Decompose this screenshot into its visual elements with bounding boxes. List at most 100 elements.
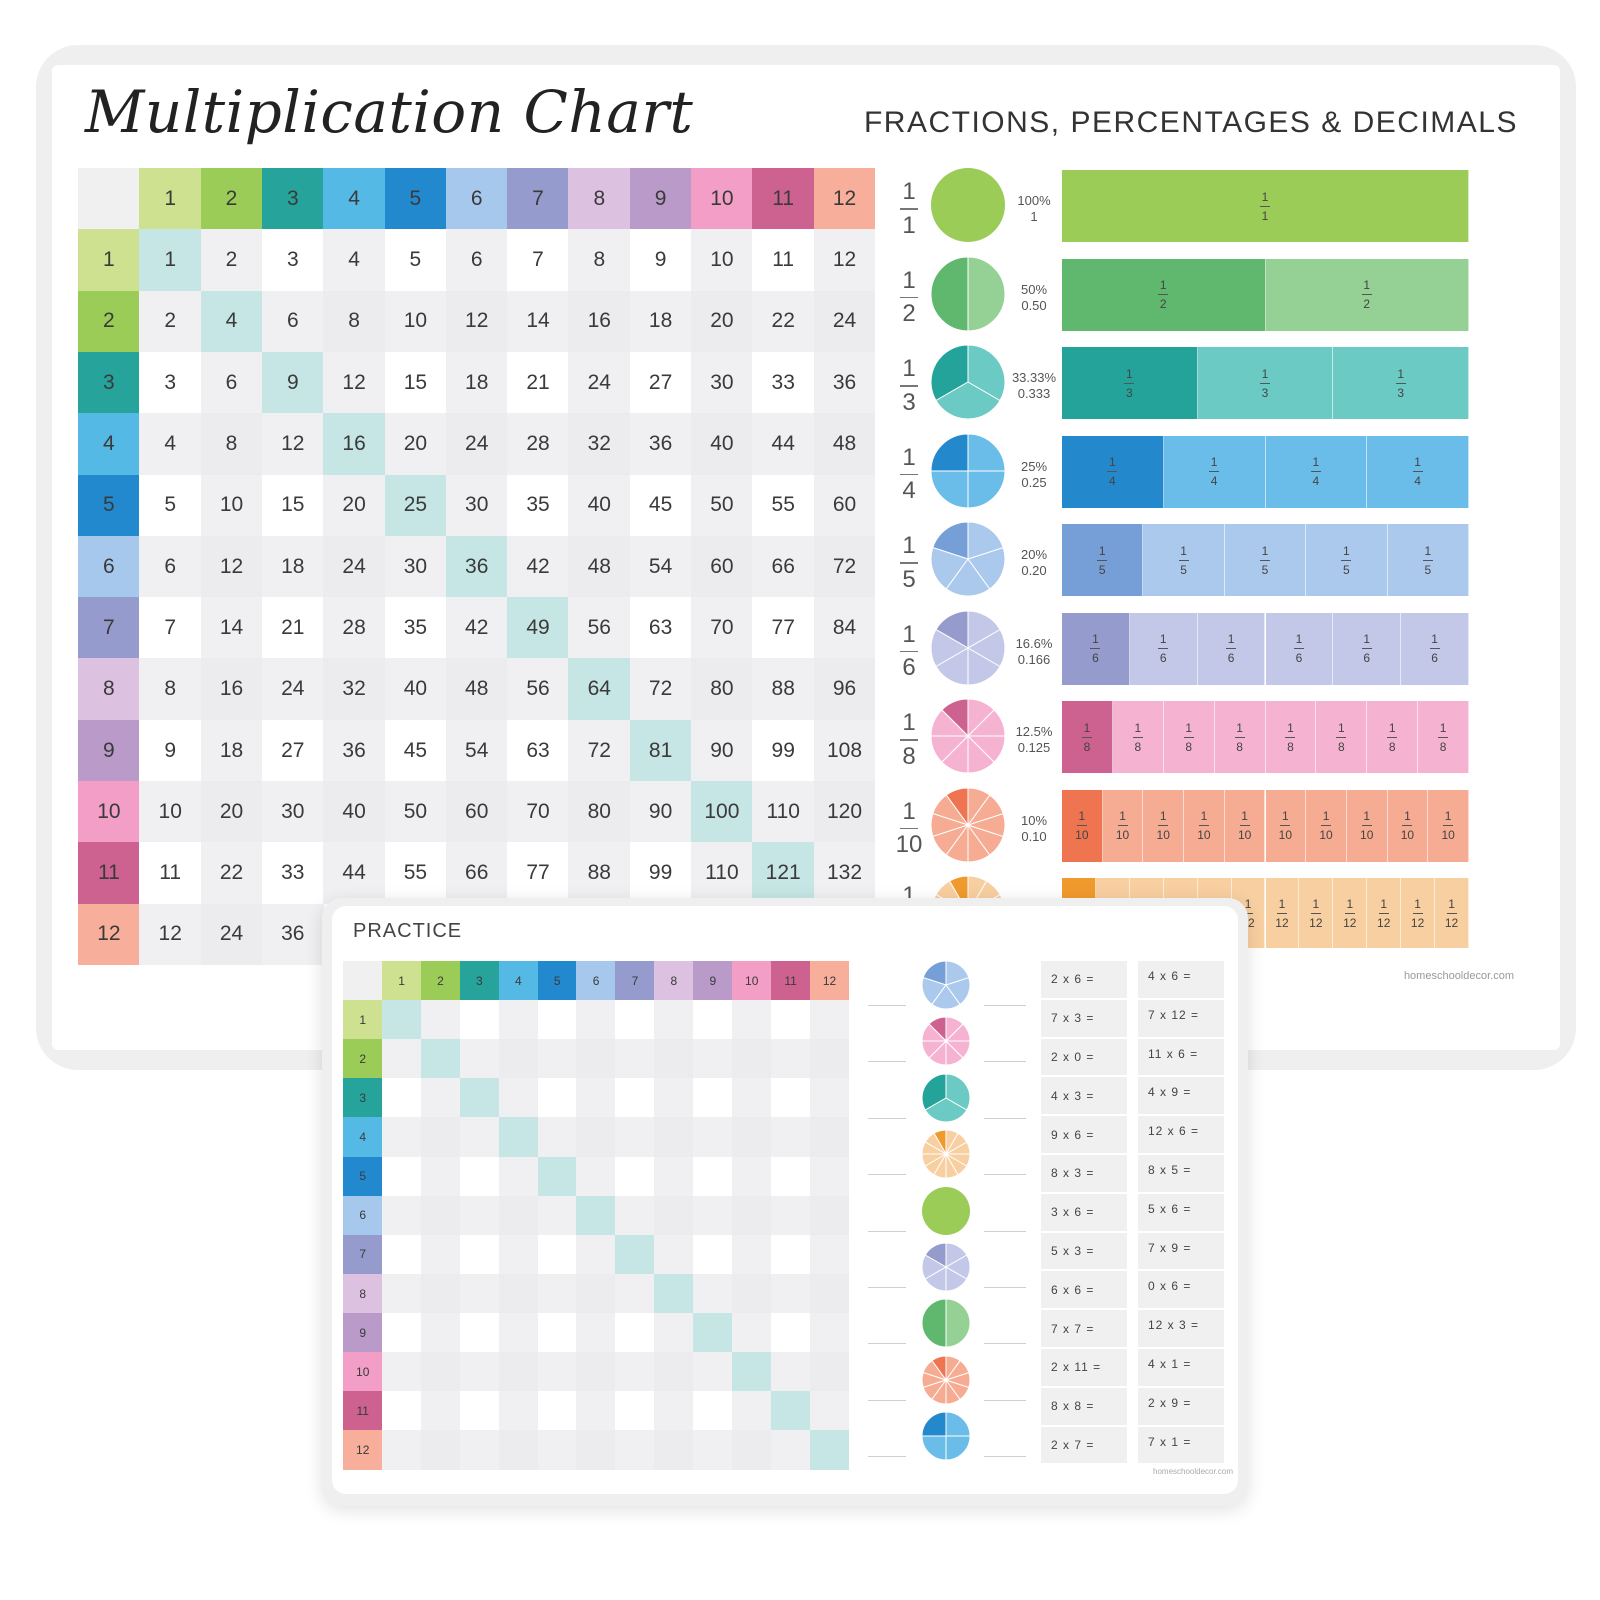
- pie-slice: [945, 1073, 971, 1111]
- blank-cell: [693, 1117, 733, 1157]
- answer-line: [984, 1230, 1026, 1232]
- blank-cell: [459, 1000, 500, 1040]
- blank-cell: [537, 1391, 577, 1431]
- row-header: 1: [78, 229, 140, 292]
- fraction-pie-icon: [930, 432, 1006, 509]
- segment-bar: [1259, 559, 1270, 561]
- percent-decimal: 10% 0.10: [1010, 813, 1058, 845]
- equation-cell: 5 x 6 =: [1138, 1193, 1224, 1231]
- row-header: 6: [343, 1195, 383, 1236]
- product-cell: 4: [200, 290, 263, 353]
- product-cell: 25: [384, 474, 447, 537]
- segment-bar: [1234, 736, 1245, 738]
- blank-cell: [770, 1312, 811, 1353]
- product-cell: 12: [139, 903, 202, 966]
- fraction-numerator: 1: [902, 532, 916, 559]
- answer-line: [868, 1287, 906, 1288]
- col-header: 9: [693, 961, 733, 1001]
- product-cell: 18: [261, 535, 324, 598]
- blank-cell: [654, 1234, 694, 1275]
- decimal-value: 0.166: [1017, 651, 1051, 667]
- segment-bar: [1361, 648, 1372, 649]
- blank-cell: [498, 1234, 538, 1275]
- product-cell: 33: [261, 842, 324, 905]
- segment-numerator: 1: [1363, 278, 1371, 292]
- product-cell: 12: [445, 290, 508, 353]
- segment-numerator: 1: [1078, 809, 1086, 823]
- product-cell: 16: [200, 658, 263, 721]
- blank-cell: [381, 1195, 422, 1236]
- product-cell: 6: [261, 290, 324, 353]
- page-title: Multiplication Chart: [85, 78, 694, 146]
- product-cell: 10: [691, 229, 753, 292]
- equation-cell: 7 x 9 =: [1138, 1232, 1224, 1270]
- blank-cell: [732, 1078, 772, 1118]
- blank-cell: [576, 1234, 616, 1275]
- row-header: 8: [343, 1273, 383, 1314]
- fraction-denominator: 6: [902, 654, 916, 681]
- row-header: 7: [78, 597, 140, 659]
- segment-bar: [1293, 648, 1304, 649]
- row-header: 3: [343, 1078, 383, 1118]
- fraction-bar-segment: 1 10: [1102, 789, 1144, 862]
- blank-cell: [381, 1312, 422, 1353]
- product-cell: 22: [752, 290, 815, 353]
- segment-numerator: 1: [1159, 632, 1167, 646]
- segment-numerator: 1: [1109, 455, 1116, 469]
- blank-cell: [809, 1117, 850, 1157]
- product-cell: 72: [813, 535, 876, 598]
- fraction-pie-icon: [930, 344, 1006, 420]
- blank-cell: [615, 1000, 655, 1040]
- col-header: 1: [139, 168, 202, 230]
- percent-decimal: 25% 0.25: [1010, 459, 1058, 491]
- blank-cell: [770, 1234, 811, 1275]
- blank-cell: [732, 1156, 772, 1197]
- answer-line: [868, 1399, 906, 1401]
- segment-numerator: 1: [1404, 809, 1411, 823]
- product-cell: 8: [323, 290, 385, 353]
- blank-cell: [498, 1312, 538, 1353]
- blank-cell: [576, 1117, 616, 1157]
- fraction-numerator: 1: [902, 620, 916, 648]
- segment-denominator: 12: [1444, 915, 1459, 930]
- segment-numerator: 1: [1125, 366, 1133, 381]
- product-cell: 32: [568, 413, 631, 475]
- segment-bar: [1183, 736, 1194, 738]
- product-cell: 24: [200, 903, 263, 966]
- segment-denominator: 6: [1159, 651, 1167, 665]
- product-cell: 44: [752, 413, 815, 475]
- fraction-bar-segment: 1 10: [1306, 789, 1347, 862]
- blank-cell: [654, 1352, 694, 1392]
- blank-cell: [693, 1312, 733, 1353]
- col-header: 11: [770, 961, 811, 1001]
- product-cell: 24: [568, 351, 631, 414]
- blank-cell: [693, 1039, 733, 1079]
- fraction-denominator: 10: [895, 831, 923, 858]
- segment-bar: [1310, 471, 1321, 472]
- percent-decimal: 50% 0.50: [1010, 282, 1058, 314]
- blank-cell: [693, 1000, 733, 1040]
- product-cell: 48: [568, 535, 631, 598]
- row-header: 10: [78, 781, 140, 843]
- product-cell: 96: [813, 658, 876, 721]
- percent-decimal: 33.33% 0.333: [1010, 370, 1058, 402]
- blank-cell: [576, 1352, 616, 1392]
- blank-cell: [537, 1312, 577, 1353]
- segment-bar: [1107, 471, 1118, 472]
- segment-denominator: 2: [1159, 297, 1167, 311]
- fractions-heading: FRACTIONS, PERCENTAGES & DECIMALS: [863, 106, 1518, 139]
- segment-numerator: 1: [1431, 632, 1438, 646]
- blank-cell: [693, 1391, 733, 1431]
- blank-cell: [381, 1000, 422, 1040]
- segment-denominator: 8: [1083, 739, 1091, 754]
- col-header: 6: [576, 961, 616, 1001]
- equation-cell: 12 x 6 =: [1138, 1116, 1224, 1153]
- product-cell: 18: [629, 290, 692, 353]
